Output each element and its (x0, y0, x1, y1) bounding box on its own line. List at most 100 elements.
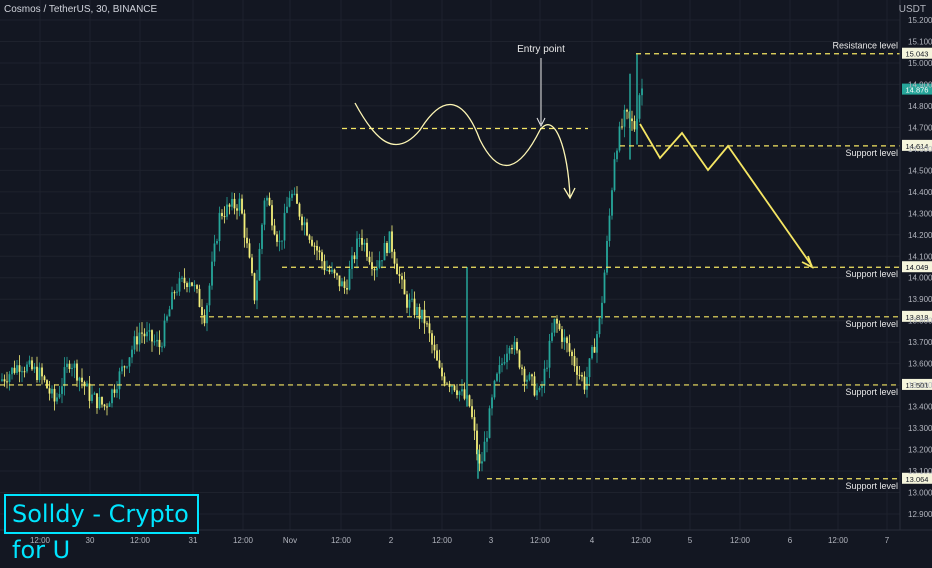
price-tick-label: 13.500 (908, 381, 932, 390)
candle-body (161, 346, 163, 348)
candle-body (226, 204, 228, 217)
candle-body (458, 391, 461, 395)
level-price-value: 13.064 (906, 475, 929, 484)
candle-body (58, 393, 61, 398)
candle-body (281, 240, 283, 242)
candle-body (121, 366, 123, 372)
candle-body (468, 395, 471, 407)
candle-body (463, 389, 466, 399)
candle-body (126, 366, 128, 368)
candle-body (26, 364, 28, 372)
candle-body (533, 376, 536, 396)
candle-body (493, 380, 496, 398)
candle-body (113, 389, 116, 393)
price-tick-label: 13.000 (908, 489, 932, 498)
candle-body (596, 334, 598, 353)
candle-body (101, 396, 103, 405)
time-tick-label: 12:00 (530, 536, 551, 545)
level-label: Support level (845, 269, 898, 279)
price-tick-label: 13.700 (908, 338, 932, 347)
candle-body (241, 198, 243, 214)
candle-body (116, 389, 118, 393)
candle-body (153, 341, 156, 343)
candle-body (473, 417, 476, 431)
candle-body (223, 216, 226, 218)
candle-body (508, 347, 511, 354)
candle-body (331, 269, 333, 272)
price-tick-label: 13.600 (908, 360, 932, 369)
candle-body (248, 243, 251, 258)
candle-body (548, 340, 551, 368)
time-tick-label: 12:00 (30, 536, 51, 545)
candle-body (93, 393, 96, 395)
candle-body (211, 261, 213, 286)
chart-title: Cosmos / TetherUS, 30, BINANCE (4, 4, 158, 15)
candle-body (253, 273, 256, 301)
price-tick-label: 14.900 (908, 80, 932, 89)
candle-body (183, 277, 186, 284)
candle-body (293, 193, 296, 195)
candle-body (481, 461, 483, 464)
candle-body (43, 376, 46, 381)
candle-body (513, 341, 516, 350)
time-tick-label: 12:00 (828, 536, 849, 545)
price-tick-label: 14.800 (908, 102, 932, 111)
candle-body (176, 291, 178, 293)
time-tick-label: 12:00 (233, 536, 254, 545)
candle-body (233, 198, 236, 209)
candle-body (571, 351, 573, 357)
candle-body (378, 260, 381, 268)
candle-body (86, 383, 88, 387)
candle-body (306, 222, 308, 236)
candle-body (606, 240, 608, 273)
candle-body (13, 367, 16, 373)
candle-body (586, 377, 588, 390)
candle-body (351, 255, 353, 269)
price-unit-label: USDT (898, 4, 926, 15)
candle-body (71, 367, 73, 369)
candle-body (446, 383, 448, 385)
candle-body (258, 248, 261, 281)
price-tick-label: 14.100 (908, 252, 932, 261)
candle-body (188, 282, 191, 288)
forecast-path (639, 123, 813, 267)
candle-body (98, 396, 101, 409)
candle-body (568, 343, 571, 352)
price-tick-label: 14.000 (908, 274, 932, 283)
candle-body (396, 263, 398, 275)
candle-body (103, 404, 106, 407)
candle-body (78, 377, 81, 381)
price-chart[interactable]: Resistance level 15.043 Support level 14.61… (0, 0, 932, 550)
candle-body (573, 356, 576, 367)
candle-body (528, 374, 531, 380)
candle-body (296, 193, 298, 204)
candle-body (336, 273, 338, 276)
candle-body (36, 366, 38, 381)
level-price-box (902, 139, 932, 151)
level-price-value: 14.049 (906, 263, 929, 272)
candle-body (28, 360, 31, 365)
candle-body (313, 245, 316, 247)
candle-body (516, 341, 518, 351)
level-price-box (902, 261, 932, 273)
candle-body (111, 389, 113, 404)
candle-body (191, 282, 193, 286)
candle-body (298, 203, 301, 217)
candle-body (361, 238, 363, 245)
candle-body (556, 318, 558, 324)
watermark-logo: Solldy - Crypto for U (4, 494, 199, 564)
candle-body (283, 212, 286, 241)
level-price-box (902, 472, 932, 484)
level-price-box (902, 310, 932, 322)
candle-body (276, 234, 278, 242)
candle-body (88, 383, 91, 401)
candle-body (128, 357, 131, 367)
price-tick-label: 13.800 (908, 317, 932, 326)
candle-body (31, 360, 33, 370)
time-tick-label: Nov (283, 536, 297, 545)
candle-body (68, 363, 71, 369)
candle-body (76, 363, 78, 381)
time-tick-label: 7 (885, 536, 890, 545)
candle-body (563, 337, 566, 342)
candle-body (438, 360, 441, 368)
